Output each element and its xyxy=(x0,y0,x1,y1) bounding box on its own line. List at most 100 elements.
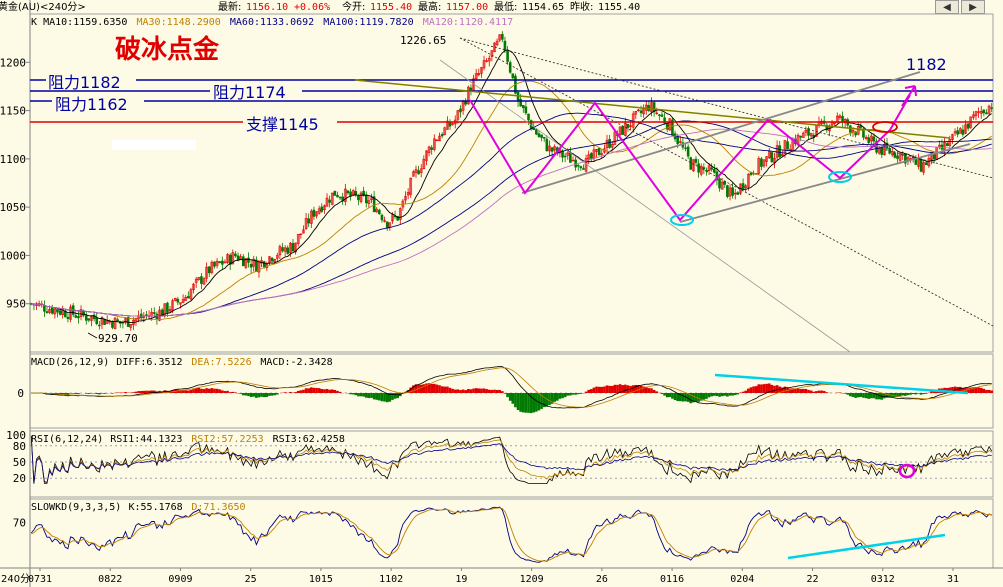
kd-legend-k: K:55.1768 xyxy=(129,502,183,513)
dotted-trendline xyxy=(459,37,994,327)
candle-body xyxy=(145,314,148,316)
rsi-ytick-label: 80 xyxy=(13,440,26,453)
macd-histogram-bar xyxy=(974,387,978,393)
x-tick-label: 25 xyxy=(245,574,257,585)
macd-histogram-bar xyxy=(537,393,541,411)
candle-body xyxy=(571,159,575,162)
x-tick-label: 0312 xyxy=(871,574,895,585)
arrow-left-icon[interactable]: ◀ xyxy=(935,0,959,14)
low-marker-ellipse xyxy=(670,214,694,226)
macd-histogram-bar xyxy=(448,387,452,393)
candle-body xyxy=(964,124,967,134)
macd-histogram-bar xyxy=(74,393,78,394)
macd-histogram-bar xyxy=(919,393,923,395)
macd-histogram-bar xyxy=(605,385,609,393)
macd-histogram-bar xyxy=(432,383,436,393)
candle-body xyxy=(48,309,51,313)
header-prev-value: 1155.40 xyxy=(598,2,640,13)
candle-body xyxy=(660,114,664,117)
macd-histogram-bar xyxy=(697,393,700,402)
macd-histogram-bar xyxy=(215,388,219,393)
candle-body xyxy=(665,123,669,130)
candle-body xyxy=(689,157,693,170)
candle-body xyxy=(550,147,554,152)
candle-body xyxy=(610,144,614,148)
candle-body xyxy=(328,199,331,203)
candle-body xyxy=(974,111,978,117)
macd-histogram-bar xyxy=(90,393,93,394)
candle-body xyxy=(762,159,766,167)
macd-histogram-bar xyxy=(260,393,263,397)
candle-body xyxy=(639,110,643,114)
candle-body xyxy=(338,196,342,199)
rsi-legend: RSI(6,12,24) RSI1:44.1323 RSI2:57.2253 RSI3… xyxy=(31,434,345,445)
macd-histogram-bar xyxy=(461,389,465,393)
candle-body xyxy=(173,297,177,301)
macd-histogram-bar xyxy=(644,386,648,393)
candle-body xyxy=(77,316,80,319)
macd-histogram-bar xyxy=(419,384,423,393)
macd-histogram-bar xyxy=(453,389,457,393)
candle-body xyxy=(375,208,379,213)
candle-body xyxy=(982,109,986,114)
trend-lines xyxy=(354,37,994,353)
macd-histogram-bar xyxy=(69,393,72,394)
macd-histogram-bar xyxy=(665,393,669,398)
candle-body xyxy=(438,135,441,142)
candle-body xyxy=(859,125,863,128)
candle-body xyxy=(281,247,284,252)
candle-body xyxy=(414,169,418,173)
macd-histogram-bar xyxy=(294,392,297,393)
macd-histogram-bar xyxy=(527,393,530,413)
candle-body xyxy=(53,308,57,315)
macd-histogram-bar xyxy=(137,391,140,393)
macd-histogram-bar xyxy=(579,393,583,394)
macd-histogram-bar xyxy=(197,387,201,393)
macd-histogram-bar xyxy=(493,389,496,393)
candle-body xyxy=(262,261,266,268)
macd-histogram-bar xyxy=(849,393,852,397)
candle-body xyxy=(275,255,279,259)
macd-histogram-bar xyxy=(731,393,734,396)
candle-body xyxy=(605,139,609,149)
candle-body xyxy=(864,136,868,140)
macd-histogram-bar xyxy=(655,391,659,393)
macd-histogram-bar xyxy=(781,387,784,393)
macd-legend-dea: DEA:7.5226 xyxy=(191,357,251,368)
candle-body xyxy=(548,145,551,152)
candle-body xyxy=(930,151,933,161)
macd-histogram-bar xyxy=(807,389,810,393)
ma100-line xyxy=(31,120,992,317)
macd-histogram-bar xyxy=(100,393,104,394)
arrow-right-icon[interactable]: ▶ xyxy=(961,0,985,14)
macd-histogram-bar xyxy=(699,393,703,401)
macd-histogram-bar xyxy=(412,385,415,393)
macd-histogram-bar xyxy=(762,384,766,393)
candle-body xyxy=(45,311,49,314)
macd-histogram-bar xyxy=(778,386,782,393)
macd-histogram-bar xyxy=(430,383,433,393)
candle-body xyxy=(299,233,303,235)
macd-histogram-bar xyxy=(506,393,509,398)
macd-histogram-bar xyxy=(553,393,556,402)
candle-body xyxy=(286,247,290,254)
macd-histogram-bar xyxy=(393,393,397,399)
candle-body xyxy=(409,177,413,195)
candle-body xyxy=(396,215,399,221)
macd-histogram-bar xyxy=(385,393,389,403)
candle-body xyxy=(367,200,371,204)
macd-histogram-bar xyxy=(956,386,959,393)
candle-body xyxy=(477,73,481,76)
candle-body xyxy=(433,138,436,150)
macd-histogram-bar xyxy=(207,388,211,393)
candle-body xyxy=(590,153,593,159)
kd-d-line xyxy=(31,507,992,562)
macd-histogram-bar xyxy=(498,389,502,393)
candle-body xyxy=(804,129,808,133)
macd-histogram-bar xyxy=(532,393,536,413)
macd-histogram-bar xyxy=(268,393,271,396)
macd-histogram-bar xyxy=(584,391,588,393)
candle-body xyxy=(767,151,771,159)
candle-body xyxy=(697,163,700,173)
